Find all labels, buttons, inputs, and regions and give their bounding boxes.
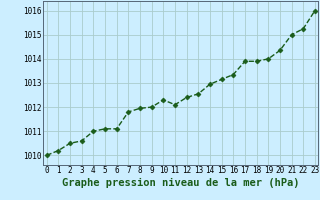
X-axis label: Graphe pression niveau de la mer (hPa): Graphe pression niveau de la mer (hPa) <box>62 178 300 188</box>
